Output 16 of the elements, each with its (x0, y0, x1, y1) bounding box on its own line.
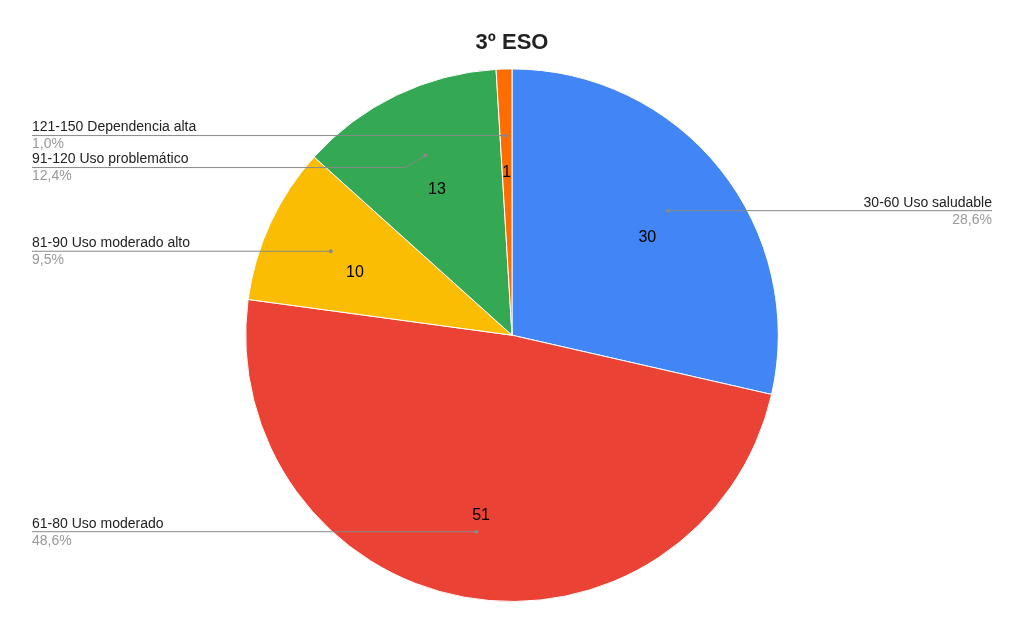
data-label: 30 (638, 227, 657, 245)
slice-label: 91-120 Uso problemático (32, 150, 189, 167)
data-label: 10 (346, 262, 364, 280)
data-label: 13 (428, 179, 446, 197)
chart-title: 3º ESO (475, 29, 549, 55)
data-label: 51 (472, 505, 491, 523)
slice-label: 81-90 Uso moderado alto (32, 234, 191, 251)
slice-label: 30-60 Uso saludable (863, 193, 993, 210)
text: 9,5% (32, 251, 64, 268)
text: 28,6% (952, 210, 992, 227)
data-label: 1 (502, 162, 512, 180)
slice-label: 121-150 Dependencia alta (32, 118, 197, 135)
text: 48,6% (32, 531, 72, 548)
text: 1,0% (32, 135, 64, 152)
text: 12,4% (32, 167, 72, 184)
slice-label: 61-80 Uso moderado (32, 514, 164, 531)
